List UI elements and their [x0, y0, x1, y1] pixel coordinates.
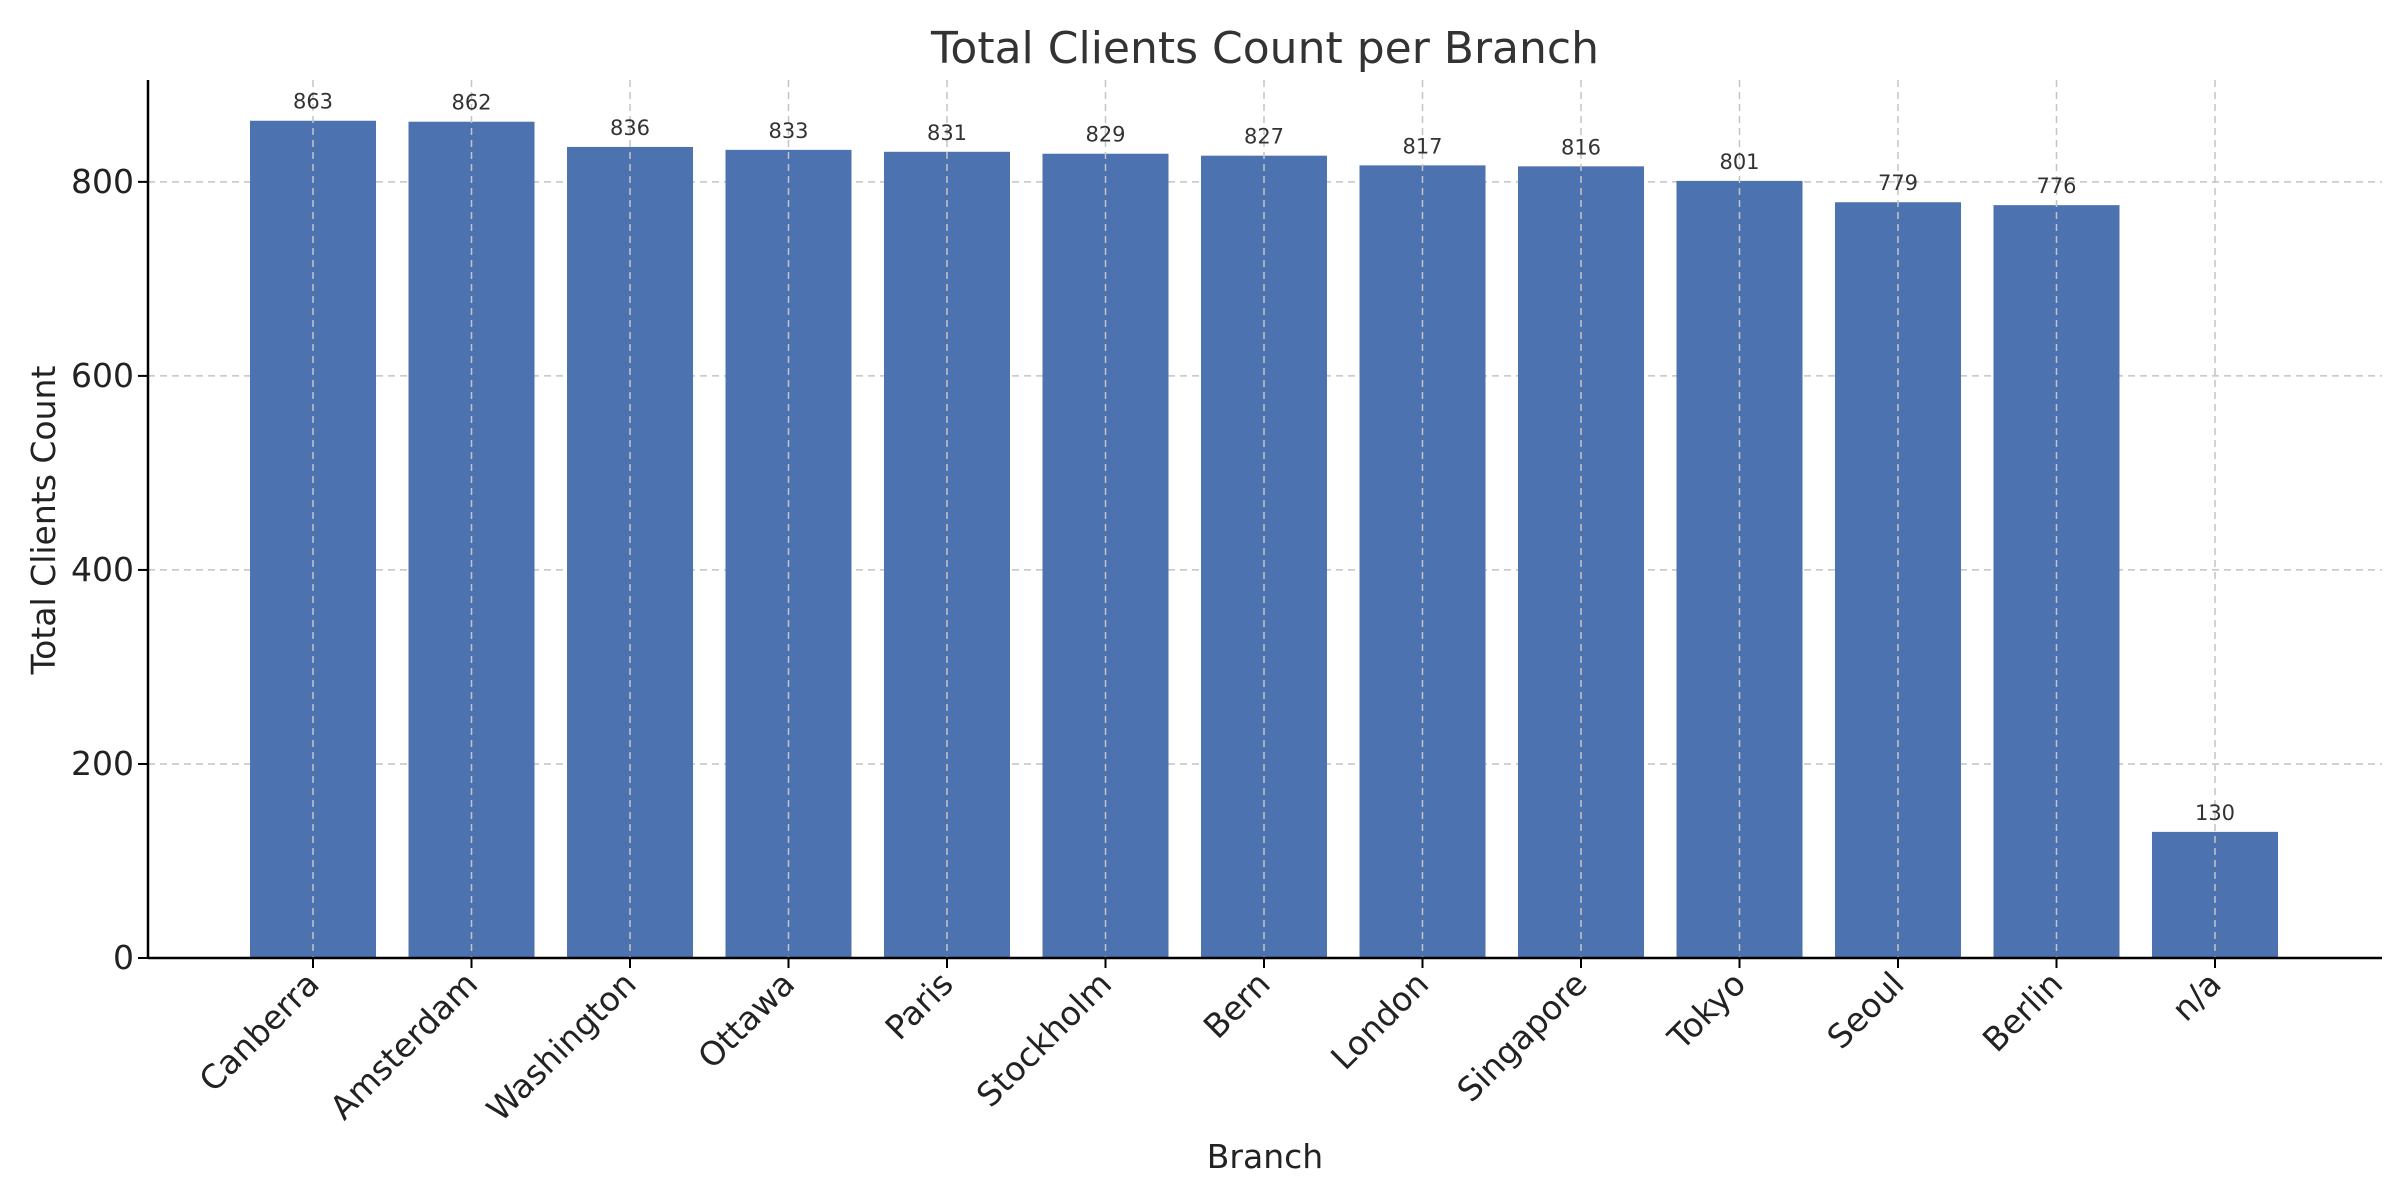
x-tick-label: Canberra	[191, 964, 326, 1099]
bar-value-label: 831	[927, 121, 967, 145]
bar-value-label: 801	[1719, 150, 1759, 174]
x-tick-label: Tokyo	[1660, 964, 1754, 1058]
x-tick-label: Ottawa	[690, 964, 802, 1076]
x-grid-layer	[312, 80, 2216, 958]
x-tick-label: London	[1323, 964, 1436, 1077]
y-axis-label: Total Clients Count	[24, 366, 63, 676]
bar-value-label: 130	[2195, 801, 2235, 825]
x-tick-label: Washington	[479, 964, 644, 1129]
bar-value-label: 863	[293, 90, 333, 114]
y-tick-label: 800	[71, 162, 134, 201]
x-tick-label: Singapore	[1449, 964, 1594, 1109]
y-tick-label: 600	[71, 356, 134, 395]
bar-value-label: 829	[1085, 123, 1125, 147]
data-labels-layer: 863 862 836 833 831 829 827 817 816 801 779 776 130	[293, 90, 2235, 825]
bar-value-label: 827	[1244, 125, 1284, 149]
x-tick-label: Seoul	[1819, 964, 1911, 1056]
bar	[1835, 202, 1961, 958]
x-tick-label: n/a	[2164, 964, 2229, 1029]
x-axis-label: Branch	[1207, 1137, 1323, 1176]
y-tick-label: 0	[113, 938, 134, 977]
bar-value-label: 779	[1878, 171, 1918, 195]
x-tick-label: Stockholm	[969, 964, 1119, 1114]
bar-value-label: 836	[610, 116, 650, 140]
bar	[1993, 205, 2120, 959]
y-tick-label: 400	[71, 550, 134, 589]
x-tick-label: Amsterdam	[322, 964, 485, 1127]
bar-value-label: 817	[1402, 134, 1442, 158]
bar-value-label: 862	[451, 91, 491, 115]
chart-title: Total Clients Count per Branch	[930, 23, 1599, 74]
x-tick-label: Berlin	[1975, 964, 2070, 1059]
bar-value-label: 833	[768, 119, 808, 143]
x-tick-label: Bern	[1196, 964, 1278, 1046]
y-tick-label: 200	[71, 744, 134, 783]
x-tick-label: Paris	[878, 964, 961, 1047]
bar-value-label: 776	[2036, 174, 2076, 198]
bar-value-label: 816	[1561, 135, 1601, 159]
